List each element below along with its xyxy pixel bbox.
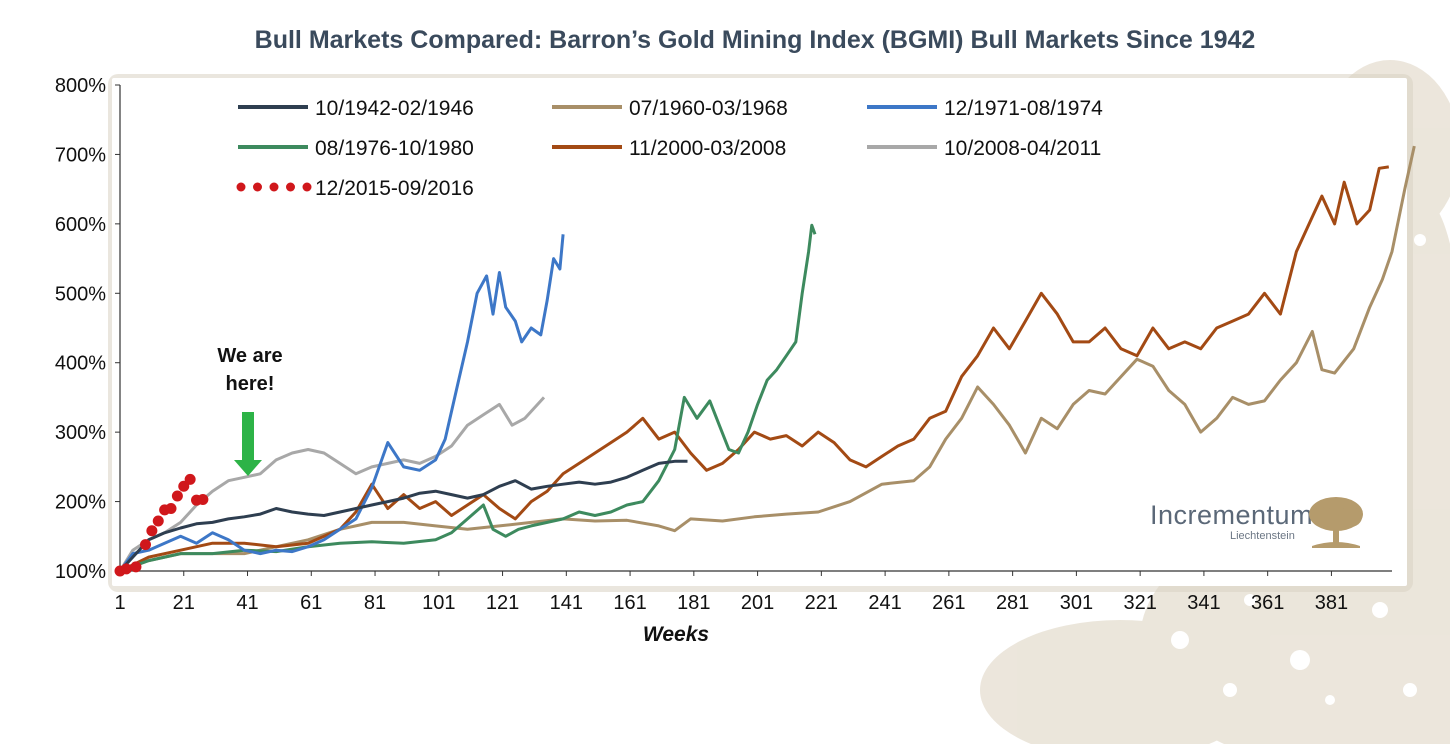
data-point [140,539,152,551]
data-point [165,503,177,515]
legend-label: 12/2015-09/2016 [315,177,474,200]
brand-subtitle: Liechtenstein [1230,530,1295,542]
annotation-line2: here! [226,373,275,395]
legend-item: 08/1976-10/1980 [238,137,474,160]
data-point [120,563,132,575]
x-tick-label: 321 [1123,592,1156,614]
legend-item: 11/2000-03/2008 [552,137,786,160]
brand-name: Incrementum [1150,500,1314,530]
data-point [178,480,190,492]
legend-item: 12/1971-08/1974 [867,97,1103,120]
series-12/2015-09/2016 [114,473,209,577]
y-tick-label: 300% [55,422,106,444]
x-tick-label: 221 [805,592,838,614]
legend-label: 10/2008-04/2011 [944,137,1101,160]
legend-swatch-dot [253,182,262,192]
legend-item: 12/2015-09/2016 [236,177,474,200]
x-tick-label: 121 [486,592,519,614]
legend-label: 11/2000-03/2008 [629,137,786,160]
annotation-line1: We are [217,345,282,367]
data-point [197,493,209,505]
x-tick-label: 101 [422,592,455,614]
x-tick-label: 381 [1315,592,1348,614]
y-tick-label: 700% [55,144,106,166]
legend-item: 10/1942-02/1946 [238,97,474,120]
series-line-08/1976-10/1980 [119,223,817,573]
x-tick-label: 201 [741,592,774,614]
data-point [152,515,164,527]
legend-swatch-dot [269,182,279,192]
x-tick-label: 281 [996,592,1029,614]
series-layer [114,145,1416,577]
x-tick-label: 261 [932,592,965,614]
x-tick-label: 61 [300,592,322,614]
data-point [184,473,196,485]
x-tick-label: 81 [364,592,386,614]
legend-label: 12/1971-08/1974 [944,97,1103,120]
data-point [146,525,158,537]
y-tick-label: 100% [55,561,106,583]
series-line-12/1971-08/1974 [118,234,565,572]
legend-label: 10/1942-02/1946 [315,97,474,120]
x-tick-label: 141 [550,592,583,614]
y-tick-label: 400% [55,353,106,375]
tree-icon [1309,497,1363,548]
legend-item: 10/2008-04/2011 [867,137,1101,160]
chart-title: Bull Markets Compared: Barron’s Gold Min… [254,26,1256,54]
series-line-11/2000-03/2008 [119,165,1390,573]
x-tick-label: 241 [868,592,901,614]
x-axis-label: Weeks [643,623,709,646]
x-tick-label: 1 [114,592,125,614]
x-tick-label: 21 [173,592,195,614]
x-tick-label: 161 [613,592,646,614]
legend-label: 08/1976-10/1980 [315,137,474,160]
x-tick-label: 181 [677,592,710,614]
y-tick-label: 200% [55,492,106,514]
legend-item: 07/1960-03/1968 [552,97,788,120]
data-point [130,561,142,573]
x-tick-label: 341 [1187,592,1220,614]
data-point [171,490,183,502]
annotation: We are here! [217,345,283,476]
x-tick-label: 361 [1251,592,1284,614]
x-tick-label: 41 [236,592,258,614]
legend-swatch-dot [286,182,295,192]
series-line-07/1960-03/1968 [119,145,1416,573]
series-line-10/1942-02/1946 [118,459,688,573]
brand-logo: Incrementum Liechtenstein [1150,494,1370,554]
legend: 10/1942-02/1946 07/1960-03/1968 12/1971-08… [236,97,1103,200]
x-tick-label: 301 [1060,592,1093,614]
annotation-arrow [234,412,262,476]
legend-label: 07/1960-03/1968 [629,97,788,120]
y-tick-label: 500% [55,283,106,305]
legend-swatch-dot [236,182,246,192]
y-tick-label: 800% [55,75,106,97]
legend-swatch-dot [302,182,312,192]
axes: 100%200%300%400%500%600%700%800%1 21 41 61 8… [55,75,1392,646]
y-tick-label: 600% [55,214,106,236]
series-line-10/2008-04/2011 [118,396,546,572]
